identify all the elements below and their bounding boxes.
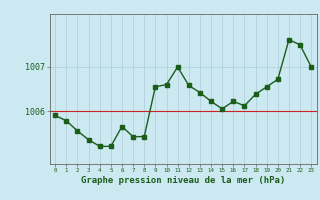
X-axis label: Graphe pression niveau de la mer (hPa): Graphe pression niveau de la mer (hPa) — [81, 176, 285, 185]
